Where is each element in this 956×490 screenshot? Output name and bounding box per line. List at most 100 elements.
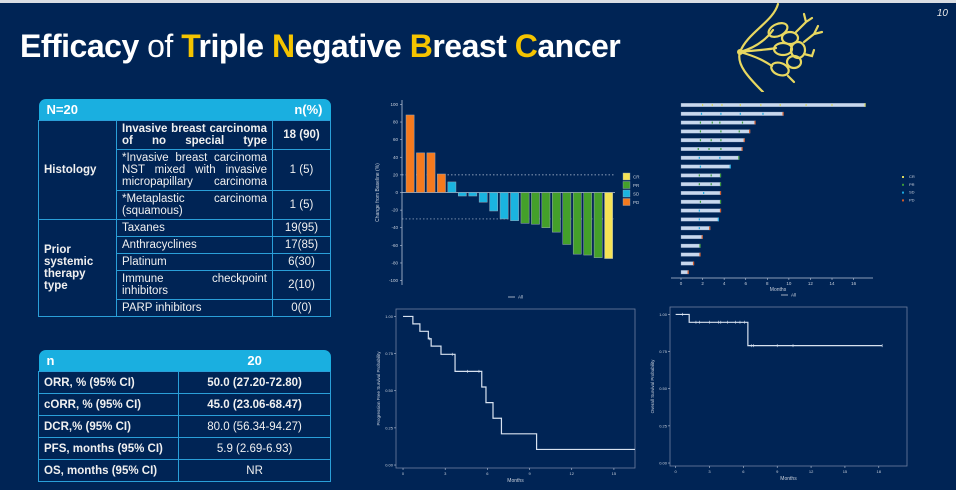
table-row: DCR,% (95% CI) 80.0 (56.34-94.27) <box>37 415 331 438</box>
y-tick-label: 1.00 <box>659 312 668 317</box>
legend-label: CR <box>633 175 640 180</box>
row-value: 1 (5) <box>272 190 331 220</box>
row-value: 17(85) <box>272 236 331 254</box>
waterfall-chart: 100 80 60 40 20 0 -20 -40 -60 -80 -100 Change from … <box>375 100 640 300</box>
y-tick-label: 0.50 <box>659 386 668 391</box>
swimmer-bar <box>680 182 722 187</box>
swimmer-bar <box>680 173 722 178</box>
baseline-characteristics-table: N=20 n(%) Histology Invasive breast carc… <box>38 99 331 317</box>
legend-swatch <box>622 189 631 198</box>
title-segment: N <box>271 28 295 64</box>
row-value: NR <box>178 459 331 482</box>
swimmer-assessment-marker <box>760 104 762 106</box>
y-tick-label: 0.50 <box>385 388 394 393</box>
swimmer-assessment-marker <box>697 148 699 150</box>
swimmer-end-marker <box>717 217 719 222</box>
swimmer-bar <box>680 147 743 151</box>
table-header-n: n <box>38 350 179 372</box>
swimmer-assessment-marker <box>720 112 722 115</box>
x-tick-label: 12 <box>570 471 575 476</box>
y-tick-label: 100 <box>390 102 398 107</box>
row-value: 50.0 (27.20-72.80) <box>178 371 331 394</box>
title-segment: B <box>409 28 433 64</box>
x-axis-label: Months <box>507 478 524 484</box>
x-tick-label: 12 <box>808 281 814 286</box>
swimmer-bar <box>680 261 695 266</box>
y-tick-label: -60 <box>391 243 398 248</box>
waterfall-bar <box>593 192 603 258</box>
swimmer-end-marker <box>719 200 722 204</box>
x-tick-label: 9 <box>528 471 531 476</box>
swimmer-assessment-marker <box>720 139 722 142</box>
swimmer-bar <box>680 252 701 257</box>
swimmer-end-marker <box>719 173 722 178</box>
swimmer-assessment-marker <box>719 121 721 124</box>
swimmer-bar <box>680 226 711 231</box>
waterfall-bar <box>572 192 582 255</box>
legend-label: SD <box>909 190 915 195</box>
swimmer-assessment-marker <box>701 104 704 106</box>
swimmer-assessment-marker <box>719 156 721 159</box>
x-axis-label: Months <box>780 476 797 482</box>
row-label: PFS, months (95% CI) <box>37 437 180 460</box>
row-label: Platinum <box>116 253 273 271</box>
x-tick-label: 0 <box>402 471 405 476</box>
x-tick-label: 16 <box>851 281 857 286</box>
swimmer-bar <box>680 111 784 116</box>
y-axis-label: Progression Free Survival Probability <box>376 351 381 426</box>
legend-label: CR <box>909 174 915 179</box>
survival-curve <box>403 315 635 451</box>
x-tick-label: 15 <box>612 471 617 476</box>
y-tick-label: 0.75 <box>659 349 668 354</box>
row-label: *Invasive breast carcinoma NST mixed wit… <box>116 149 273 191</box>
window-top-bar <box>0 0 956 3</box>
swimmer-bar <box>680 155 740 160</box>
waterfall-bar <box>552 192 561 233</box>
y-tick-label: -40 <box>391 225 398 230</box>
row-value: 0(0) <box>272 299 331 317</box>
row-label: Immune checkpoint inhibitors <box>116 270 273 300</box>
swimmer-bar <box>680 120 756 125</box>
swimmer-end-marker <box>719 191 722 195</box>
swimmer-assessment-marker <box>762 112 764 115</box>
swimmer-end-marker <box>749 129 751 134</box>
table-row: PFS, months (95% CI) 5.9 (2.69-6.93) <box>37 437 331 460</box>
x-tick-label: 6 <box>742 469 745 474</box>
swimmer-end-marker <box>692 261 695 266</box>
swimmer-end-marker <box>701 235 703 239</box>
legend-label: SD <box>633 192 640 197</box>
legend-label: PD <box>909 197 915 202</box>
swimmer-bar <box>680 191 722 195</box>
swimmer-assessment-marker <box>741 121 744 124</box>
row-label: *Metaplastic carcinoma (squamous) <box>116 190 273 220</box>
y-tick-label: 0.25 <box>385 425 394 430</box>
x-tick-label: 8 <box>766 281 769 286</box>
title-segment: egative <box>294 28 410 64</box>
title-segment: riple <box>198 28 272 64</box>
swimmer-assessment-marker <box>738 130 740 133</box>
swimmer-bar <box>680 103 866 107</box>
legend-label: PR <box>633 183 640 188</box>
y-tick-label: 40 <box>393 155 399 160</box>
x-tick-label: 6 <box>486 471 489 476</box>
plot-frame <box>669 306 908 467</box>
swimmer-end-marker <box>719 182 722 186</box>
y-tick-label: -100 <box>389 278 399 283</box>
waterfall-bar <box>510 192 519 221</box>
waterfall-bar <box>468 192 478 197</box>
y-tick-label: -20 <box>391 208 398 213</box>
legend-swatch <box>902 183 904 186</box>
slide-title: Efficacy of Triple Negative Breast Cance… <box>20 28 621 65</box>
y-tick-label: -80 <box>391 260 398 265</box>
category-histology: Histology <box>38 120 117 220</box>
table-header-percent: n(%) <box>272 99 331 121</box>
swimmer-assessment-marker <box>710 139 712 142</box>
waterfall-bar <box>447 181 457 193</box>
swimmer-assessment-marker <box>698 209 700 212</box>
waterfall-bar <box>489 192 499 212</box>
table-header-n: N=20 <box>38 99 273 121</box>
swimmer-assessment-marker <box>699 130 702 133</box>
title-segment: ancer <box>537 28 621 64</box>
row-value: 5.9 (2.69-6.93) <box>178 437 331 460</box>
row-label: ORR, % (95% CI) <box>37 371 180 394</box>
